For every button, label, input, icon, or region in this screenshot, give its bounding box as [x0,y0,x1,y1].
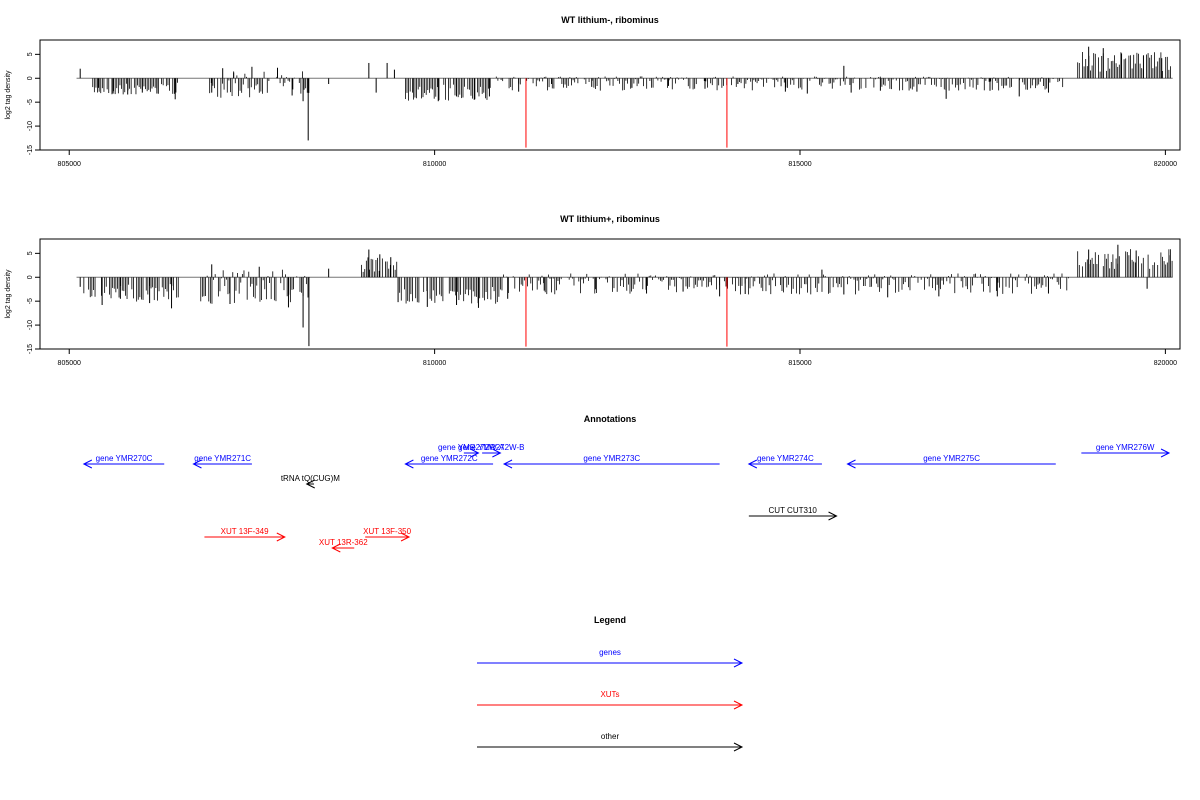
annotation-feature: CUT CUT310 [748,506,838,521]
track-panel-lithium-minus: WT lithium-, ribominus log2 tag density … [5,15,1181,168]
annotation-label: gene YMR273C [583,454,640,463]
legend-item-other: other [477,732,744,752]
annotation-label: gene YMR272W-A [438,443,505,452]
y-axis-label: log2 tag density [5,70,12,120]
annotation-label: XUT 13F-349 [221,527,269,536]
annotation-feature: gene YMR270C [82,454,165,469]
annotation-arrow-head [470,448,480,458]
legend-arrow-head [733,700,744,710]
density-region [361,257,398,278]
y-tick-label: -10 [27,121,34,131]
x-tick-label: 810000 [423,360,446,367]
annotation-label: XUT 13R-362 [319,538,368,547]
annotation-label: gene YMR276W [1096,443,1155,452]
legend-title: Legend [594,615,626,625]
legend-label: XUTs [600,690,619,699]
y-tick-label: -10 [27,320,34,330]
track-marks [76,46,1173,148]
annotation-feature: gene YMR274C [747,454,822,469]
annotations-panel: Annotations gene YMR270C gene YMR271C gene… [82,414,1171,553]
legend-label: genes [599,648,621,657]
annotation-feature: XUT 13F-349 [204,527,286,542]
legend-label: other [601,732,620,741]
annotation-feature: gene YMR276W [1081,443,1171,458]
plot-frame [39,238,1181,350]
track-marks [76,244,1173,347]
y-tick-label: 0 [27,275,34,279]
annotation-feature: XUT 13R-362 [319,538,368,553]
annotation-feature: tRNA tQ(CUG)M [281,474,340,489]
x-tick-label: 805000 [58,161,81,168]
annotation-feature: gene YMR272W-B [458,443,524,458]
y-tick-label: -15 [27,344,34,354]
density-region [200,269,310,304]
density-region [499,273,1069,295]
annotation-label: gene YMR272C [421,454,478,463]
panel-title: WT lithium+, ribominus [560,214,660,224]
axes: 805000 810000 815000 820000 -15 -10 -5 0 5 [27,251,1177,367]
annotation-arrow-head [747,459,758,469]
legend-items: genes XUTs other [477,648,744,752]
y-axis-label: log2 tag density [5,269,12,319]
annotation-feature: gene YMR271C [192,454,252,469]
annotation-label: gene YMR271C [194,454,251,463]
x-tick-label: 805000 [58,360,81,367]
density-region [92,78,178,95]
y-tick-label: 5 [27,52,34,56]
annotations-title: Annotations [584,414,637,424]
legend-panel: Legend genes XUTs other [477,615,744,752]
annotation-label: tRNA tQ(CUG)M [281,474,340,483]
legend-item-genes: genes [477,648,744,668]
annotation-arrow-head [502,459,513,469]
plot-frame [39,39,1181,151]
density-region [492,76,1064,91]
annotation-label: gene YMR272W-B [458,443,524,452]
y-tick-label: -5 [27,99,34,105]
y-tick-label: 5 [27,251,34,255]
legend-arrow-head [733,742,744,752]
annotation-label: gene YMR270C [96,454,153,463]
annotation-arrow-head [276,532,286,542]
annotation-arrow-head [192,459,202,469]
annotation-arrow-head [404,459,414,469]
y-tick-label: -5 [27,298,34,304]
annotation-label: gene YMR274C [757,454,814,463]
panel-title: WT lithium-, ribominus [561,15,659,25]
annotation-label: CUT CUT310 [769,506,818,515]
annotation-feature: gene YMR272W-A [438,443,505,458]
x-tick-label: 810000 [423,161,446,168]
legend-arrow-head [733,658,744,668]
track-panel-lithium-plus: WT lithium+, ribominus log2 tag density … [5,214,1181,367]
annotation-arrow-head [492,448,502,458]
density-region [207,71,310,98]
legend-item-xuts: XUTs [477,690,744,710]
axes: 805000 810000 815000 820000 -15 -10 -5 0 5 [27,52,1177,168]
annotation-feature: gene YMR273C [502,454,720,469]
density-region [404,78,491,101]
annotation-arrow-head [400,532,411,542]
annotation-label: XUT 13F-350 [363,527,411,536]
annotation-label: gene YMR275C [923,454,980,463]
annotation-arrow-head [828,511,838,521]
y-tick-label: -15 [27,145,34,155]
annotation-feature: gene YMR272C [404,454,494,469]
density-region [83,277,179,302]
annotation-feature: gene YMR275C [846,454,1056,469]
annotation-arrow-head [331,543,341,553]
annotation-features: gene YMR270C gene YMR271C gene YMR272C gene… [82,443,1171,553]
y-tick-label: 0 [27,76,34,80]
x-tick-label: 815000 [788,360,811,367]
density-region [1077,249,1173,278]
x-tick-label: 820000 [1154,161,1177,168]
x-tick-label: 815000 [788,161,811,168]
density-region [1077,51,1171,79]
annotation-feature: XUT 13F-350 [363,527,412,542]
x-tick-label: 820000 [1154,360,1177,367]
annotation-arrow-head [846,459,856,469]
annotation-arrow-head [305,479,315,489]
density-region [399,277,500,304]
annotation-arrow-head [1160,448,1171,458]
annotation-arrow-head [82,459,93,469]
